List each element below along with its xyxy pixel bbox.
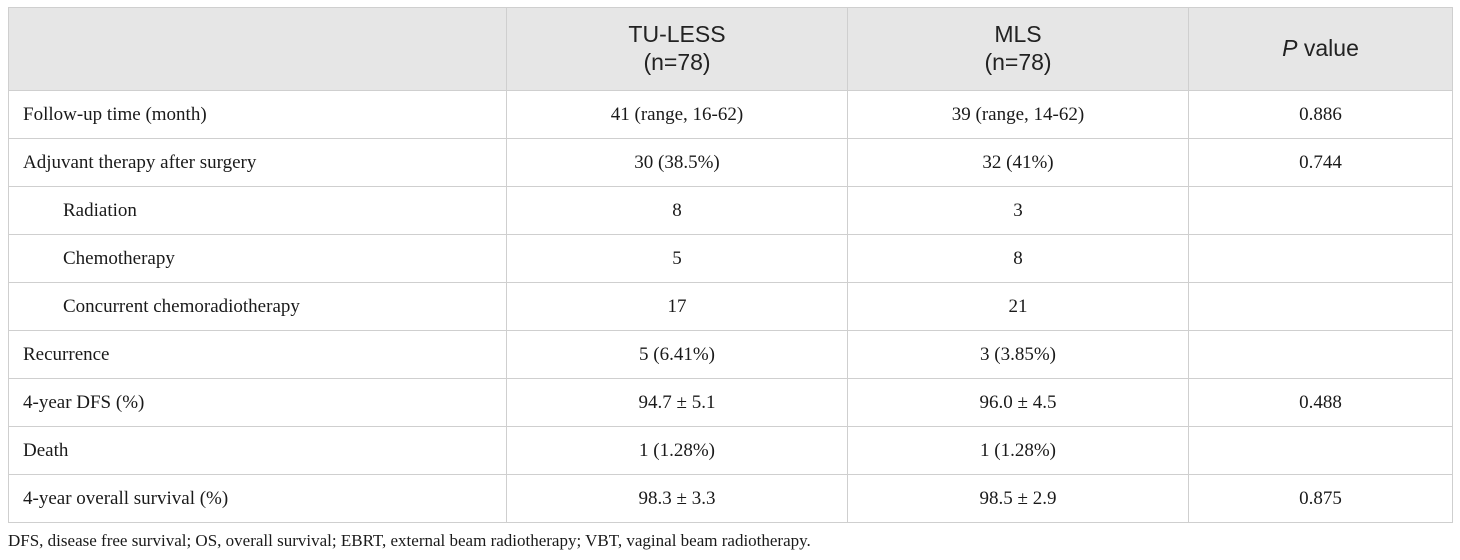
table-row: Chemotherapy 5 8: [8, 234, 1453, 283]
table-header-row: TU-LESS (n=78) MLS (n=78) P value: [8, 7, 1453, 91]
header-p-value: P value: [1188, 7, 1453, 91]
row-label: Follow-up time (month): [8, 90, 507, 139]
p-value: [1188, 282, 1453, 331]
mls-value: 96.0 ± 4.5: [847, 378, 1189, 427]
mls-value: 8: [847, 234, 1189, 283]
results-table-container: TU-LESS (n=78) MLS (n=78) P value Follow…: [8, 7, 1453, 523]
tuless-value: 17: [506, 282, 848, 331]
header-mls: MLS (n=78): [847, 7, 1189, 91]
row-label: Concurrent chemoradiotherapy: [8, 282, 507, 331]
row-label: Death: [8, 426, 507, 475]
table-row: Adjuvant therapy after surgery 30 (38.5%)…: [8, 138, 1453, 187]
table-row: 4-year overall survival (%) 98.3 ± 3.3 98.…: [8, 474, 1453, 523]
row-label: 4-year DFS (%): [8, 378, 507, 427]
table-row: Death 1 (1.28%) 1 (1.28%): [8, 426, 1453, 475]
row-label: 4-year overall survival (%): [8, 474, 507, 523]
header-tuless-name: TU-LESS: [628, 21, 726, 47]
header-mls-name: MLS: [994, 21, 1042, 47]
tuless-value: 5 (6.41%): [506, 330, 848, 379]
table-row: Radiation 8 3: [8, 186, 1453, 235]
p-value: 0.886: [1188, 90, 1453, 139]
header-tuless: TU-LESS (n=78): [506, 7, 848, 91]
mls-value: 1 (1.28%): [847, 426, 1189, 475]
p-value: [1188, 234, 1453, 283]
header-mls-n: (n=78): [984, 49, 1052, 75]
header-p-letter: P: [1282, 35, 1298, 61]
mls-value: 3 (3.85%): [847, 330, 1189, 379]
results-table: TU-LESS (n=78) MLS (n=78) P value Follow…: [8, 7, 1453, 523]
table-footnote: DFS, disease free survival; OS, overall …: [8, 531, 811, 550]
table-row: Follow-up time (month) 41 (range, 16-62) 3…: [8, 90, 1453, 139]
p-value: 0.488: [1188, 378, 1453, 427]
header-tuless-n: (n=78): [643, 49, 711, 75]
p-value: [1188, 330, 1453, 379]
row-label: Recurrence: [8, 330, 507, 379]
row-label: Chemotherapy: [8, 234, 507, 283]
header-p-rest: value: [1297, 35, 1359, 61]
row-label: Adjuvant therapy after surgery: [8, 138, 507, 187]
mls-value: 3: [847, 186, 1189, 235]
table-row: 4-year DFS (%) 94.7 ± 5.1 96.0 ± 4.5 0.488: [8, 378, 1453, 427]
p-value: [1188, 426, 1453, 475]
mls-value: 39 (range, 14-62): [847, 90, 1189, 139]
tuless-value: 5: [506, 234, 848, 283]
table-row: Recurrence 5 (6.41%) 3 (3.85%): [8, 330, 1453, 379]
tuless-value: 8: [506, 186, 848, 235]
mls-value: 21: [847, 282, 1189, 331]
tuless-value: 94.7 ± 5.1: [506, 378, 848, 427]
header-empty-cell: [8, 7, 507, 91]
tuless-value: 41 (range, 16-62): [506, 90, 848, 139]
p-value: 0.875: [1188, 474, 1453, 523]
tuless-value: 1 (1.28%): [506, 426, 848, 475]
mls-value: 32 (41%): [847, 138, 1189, 187]
tuless-value: 30 (38.5%): [506, 138, 848, 187]
p-value: [1188, 186, 1453, 235]
row-label: Radiation: [8, 186, 507, 235]
p-value: 0.744: [1188, 138, 1453, 187]
mls-value: 98.5 ± 2.9: [847, 474, 1189, 523]
table-row: Concurrent chemoradiotherapy 17 21: [8, 282, 1453, 331]
tuless-value: 98.3 ± 3.3: [506, 474, 848, 523]
